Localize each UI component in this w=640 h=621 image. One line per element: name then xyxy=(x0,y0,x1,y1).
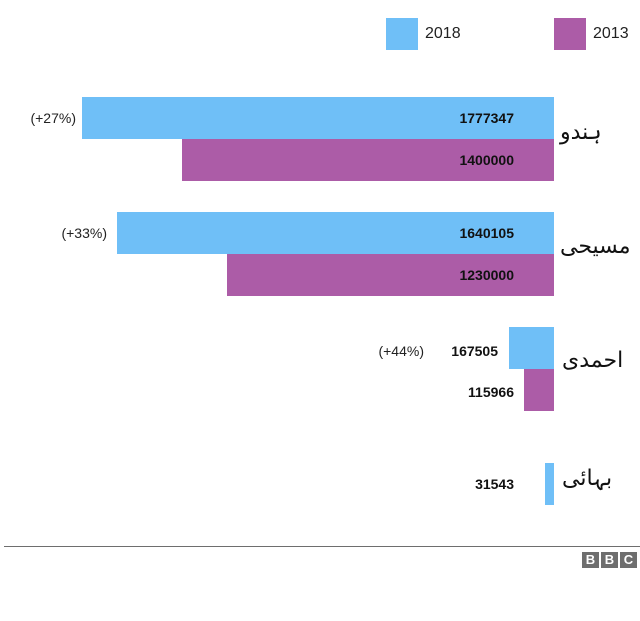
category-christian: مسیحی xyxy=(560,234,631,259)
value-ahmadi-2018: 167505 xyxy=(451,343,498,359)
bar-hindu-2018 xyxy=(82,97,554,139)
value-hindu-2013: 1400000 xyxy=(459,152,514,168)
legend-label-2018: 2018 xyxy=(425,25,461,42)
bar-christian-2013 xyxy=(227,254,554,296)
bbc-logo-letter: C xyxy=(620,552,637,568)
legend-swatch-2018 xyxy=(386,18,418,50)
value-hindu-2018: 1777347 xyxy=(459,110,514,126)
bar-bahai-2018 xyxy=(545,463,554,505)
change-hindu: (+27%) xyxy=(30,110,76,126)
bar-hindu-2013 xyxy=(182,139,554,181)
value-ahmadi-2013: 115966 xyxy=(468,384,514,400)
value-bahai-2018: 31543 xyxy=(475,476,514,492)
category-bahai: بہائی xyxy=(562,466,613,491)
footer-divider xyxy=(4,546,640,547)
bbc-logo-letter: B xyxy=(601,552,618,568)
legend-swatch-2013 xyxy=(554,18,586,50)
bar-christian-2018 xyxy=(117,212,554,254)
change-christian: (+33%) xyxy=(61,225,107,241)
bbc-logo-letter: B xyxy=(582,552,599,568)
value-christian-2018: 1640105 xyxy=(459,225,514,241)
legend-label-2013: 2013 xyxy=(593,25,629,42)
bar-ahmadi-2018 xyxy=(509,327,554,369)
category-hindu: ہندو xyxy=(560,120,602,145)
bbc-logo: B B C xyxy=(582,552,637,568)
change-ahmadi: (+44%) xyxy=(378,343,424,359)
category-ahmadi: احمدی xyxy=(562,348,624,373)
value-christian-2013: 1230000 xyxy=(459,267,514,283)
bar-ahmadi-2013 xyxy=(524,369,554,411)
